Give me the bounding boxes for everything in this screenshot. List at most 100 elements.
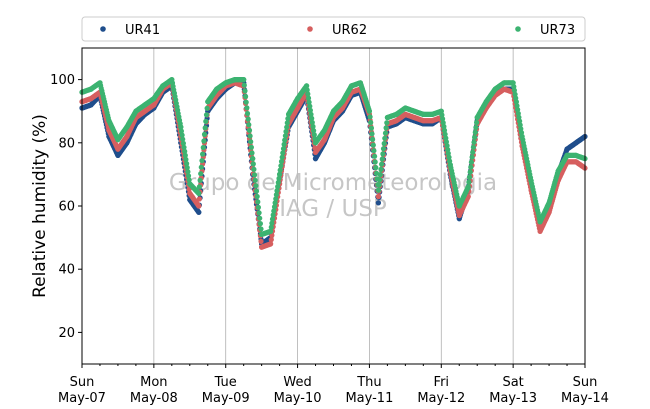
data-point xyxy=(244,110,251,117)
data-point xyxy=(247,133,253,139)
data-point xyxy=(411,108,417,114)
data-point xyxy=(268,228,274,234)
legend-label-UR62: UR62 xyxy=(332,23,367,38)
data-point xyxy=(200,144,206,151)
data-point xyxy=(393,111,399,117)
data-point xyxy=(252,172,258,178)
x-tick-day-label: Thu xyxy=(356,375,381,390)
data-point xyxy=(151,102,157,108)
data-point xyxy=(142,108,148,114)
data-point xyxy=(515,107,521,113)
data-point xyxy=(465,184,471,190)
data-point xyxy=(284,120,290,126)
x-tick-date-label: May-12 xyxy=(417,391,465,406)
data-point xyxy=(184,161,190,167)
data-point xyxy=(470,144,476,150)
data-point xyxy=(214,86,220,92)
data-point xyxy=(250,161,256,167)
data-point xyxy=(183,156,189,163)
data-point xyxy=(573,152,579,158)
legend-marker-UR73 xyxy=(515,26,521,32)
data-point xyxy=(321,137,328,143)
data-point xyxy=(339,99,346,105)
data-point xyxy=(124,124,130,130)
data-point xyxy=(304,83,310,89)
data-point xyxy=(513,99,520,105)
legend-label-UR73: UR73 xyxy=(540,23,575,38)
data-point xyxy=(205,99,211,105)
data-point xyxy=(384,120,390,126)
data-point xyxy=(249,150,255,156)
data-point xyxy=(88,96,94,102)
data-point xyxy=(278,163,284,169)
x-tick-date-label: May-09 xyxy=(202,391,250,406)
data-point xyxy=(321,127,328,133)
data-point xyxy=(244,105,250,111)
data-point xyxy=(472,129,478,135)
series-UR62 xyxy=(79,80,588,250)
legend-label-UR41: UR41 xyxy=(125,23,160,38)
data-point xyxy=(383,125,389,131)
data-point xyxy=(274,188,280,194)
data-point xyxy=(201,131,208,137)
data-point xyxy=(88,86,94,92)
data-point xyxy=(180,136,186,142)
data-point xyxy=(466,179,472,185)
data-point xyxy=(468,164,474,170)
data-point xyxy=(368,125,374,131)
data-point xyxy=(185,173,192,179)
data-point xyxy=(305,91,311,97)
data-point xyxy=(429,118,435,124)
data-point xyxy=(564,146,570,152)
data-point xyxy=(258,238,264,244)
x-tick-date-label: May-11 xyxy=(345,391,393,406)
legend: UR41 UR62 UR73 xyxy=(81,16,586,42)
data-point xyxy=(246,127,253,133)
y-axis-title: Relative humidity (%) xyxy=(30,114,50,298)
data-point xyxy=(251,166,257,172)
data-point xyxy=(295,105,301,111)
data-point xyxy=(307,103,313,109)
data-point xyxy=(200,151,206,157)
data-point xyxy=(429,111,435,117)
y-tick-label: 20 xyxy=(58,326,75,341)
data-point xyxy=(201,138,207,144)
data-point xyxy=(243,99,249,105)
data-point xyxy=(468,159,474,165)
data-point xyxy=(196,190,202,196)
data-point xyxy=(446,154,452,160)
data-point xyxy=(187,190,193,196)
data-point xyxy=(254,193,260,200)
data-point xyxy=(375,200,381,206)
data-point xyxy=(470,149,476,155)
data-point xyxy=(380,151,386,157)
data-point xyxy=(184,165,190,171)
data-point xyxy=(474,119,480,126)
data-point xyxy=(384,114,390,121)
data-point xyxy=(348,83,355,89)
data-point xyxy=(142,102,148,108)
data-point xyxy=(277,167,283,173)
data-point xyxy=(528,178,534,184)
data-point xyxy=(378,166,384,172)
data-point xyxy=(203,118,209,124)
data-point xyxy=(286,111,292,117)
data-point xyxy=(312,156,319,162)
data-point xyxy=(106,118,112,124)
data-point xyxy=(438,108,444,114)
data-point xyxy=(309,115,315,121)
data-point xyxy=(511,87,517,93)
data-point xyxy=(275,184,281,190)
watermark-line-1: Grupo de Micrometeorologia xyxy=(169,170,497,196)
data-point xyxy=(133,108,139,114)
data-point xyxy=(196,209,202,215)
x-tick-day-label: Fri xyxy=(434,375,450,390)
x-tick-day-label: Tue xyxy=(214,375,237,390)
data-point xyxy=(310,123,316,130)
data-point xyxy=(257,221,263,227)
data-point xyxy=(179,132,185,138)
data-point xyxy=(501,86,507,92)
data-point xyxy=(312,140,319,146)
data-point xyxy=(466,174,473,180)
data-point xyxy=(370,142,376,148)
